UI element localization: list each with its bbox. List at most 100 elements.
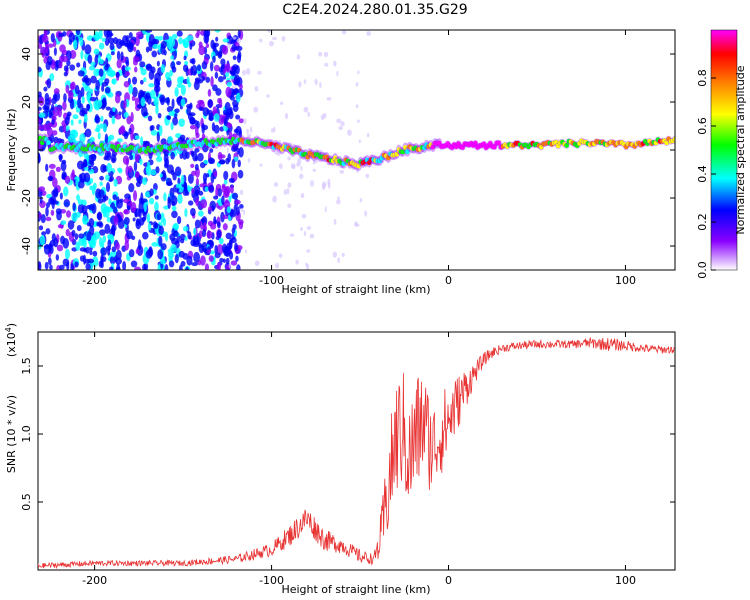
spectrogram-cell <box>111 246 117 253</box>
spectrogram-cell <box>150 89 156 100</box>
spectrogram-cell <box>104 133 109 144</box>
spectrogram-cell <box>228 131 233 140</box>
spectrogram-cell <box>83 77 90 83</box>
spectrogram-cell <box>280 101 284 105</box>
spectrogram-cell <box>199 183 205 188</box>
spectrogram-cell <box>158 35 164 41</box>
spectrogram-cell <box>186 139 191 145</box>
spectrogram-cell <box>154 201 159 212</box>
spectrogram-cell <box>235 45 243 52</box>
spectrogram-cell <box>232 55 237 61</box>
spectrogram-cell <box>233 204 237 212</box>
spectrogram-cell <box>113 178 118 187</box>
spectrogram-cell <box>354 223 360 227</box>
spectrogram-cell <box>139 61 146 68</box>
spectrogram-cell <box>231 192 239 200</box>
spectrogram-cell <box>79 255 85 262</box>
spectrogram-cell <box>216 229 222 239</box>
spectrogram-cell <box>145 165 150 173</box>
spectrogram-cell <box>203 248 208 253</box>
spectrogram-cell <box>197 152 204 162</box>
spectrogram-cell <box>180 174 185 185</box>
spectrogram-heatmap <box>38 30 675 270</box>
spectrogram-cell <box>72 138 77 146</box>
spectrogram-cell <box>215 187 219 198</box>
spectrogram-cell <box>130 111 134 123</box>
spectrogram-cell <box>229 208 235 217</box>
spectrogram-cell <box>309 233 315 239</box>
spectrogram-cell <box>176 215 182 225</box>
spectrogram-cell <box>140 68 147 76</box>
spectrogram-cell <box>170 169 175 176</box>
spectrogram-cell <box>235 125 242 136</box>
spectrogram-cell <box>307 111 310 117</box>
spectrogram-cell <box>38 261 42 270</box>
spectrogram-cell <box>333 218 337 225</box>
spectrogram-cell <box>222 258 226 264</box>
spectrogram-cell <box>90 61 96 66</box>
spectrogram-cell <box>197 99 204 105</box>
spectrogram-cell <box>213 195 219 200</box>
spectrogram-cell <box>115 242 120 251</box>
spectrogram-cell <box>244 249 248 254</box>
spectrogram-cell <box>136 31 143 38</box>
spectrogram-cell <box>58 264 65 270</box>
spectrogram-cell <box>96 221 100 227</box>
spectrogram-cell <box>157 249 164 260</box>
spectrogram-cell <box>66 210 72 218</box>
spectrogram-cell <box>198 106 204 111</box>
spectrogram-cell <box>59 142 64 148</box>
spectrogram-cell <box>303 79 307 84</box>
spectrogram-cell <box>64 248 70 260</box>
spectrogram-cell <box>209 61 214 72</box>
spectrogram-cell <box>110 154 117 164</box>
spectrogram-cell <box>210 76 214 87</box>
spectrogram-cell <box>203 33 210 44</box>
spectrogram-cell <box>67 134 75 143</box>
spectrogram-cell <box>76 225 82 232</box>
spectrogram-cell <box>187 231 192 240</box>
spectrogram-cell <box>171 200 176 207</box>
spectrogram-cell <box>212 84 218 92</box>
spectrogram-cell <box>223 170 229 181</box>
spectrogram-cell <box>126 40 131 50</box>
spectrogram-cell <box>198 230 203 239</box>
spectrogram-cell <box>232 64 239 71</box>
spectrogram-cell <box>143 77 147 82</box>
spectrogram-cell <box>351 166 355 171</box>
spectrogram-cell <box>122 260 127 270</box>
spectrogram-cell <box>212 55 216 63</box>
spectrogram-cell <box>59 138 65 144</box>
spectrogram-cell <box>341 30 347 35</box>
spectrogram-cell <box>52 177 58 188</box>
spectrogram-cell <box>237 169 244 179</box>
spectrogram-cell <box>229 95 235 101</box>
spectrogram-cell <box>386 155 391 161</box>
spectrogram-cell <box>51 97 57 105</box>
spectrogram-cell <box>63 186 69 197</box>
spectrogram-cell <box>296 147 302 153</box>
spectrogram-cell <box>237 159 241 168</box>
spectrogram-cell <box>123 132 129 140</box>
spectrogram-cell <box>133 161 138 172</box>
spectrogram-cell <box>104 86 111 94</box>
spectrogram-cell <box>88 204 95 211</box>
spectrogram-cell <box>273 126 276 133</box>
spectrogram-cell <box>220 211 225 223</box>
spectrogram-cell <box>211 205 215 212</box>
spectrogram-cell <box>300 192 305 199</box>
spectrogram-cell <box>238 146 244 158</box>
spectrogram-cell <box>229 251 234 260</box>
spectrogram-cell <box>176 61 181 66</box>
spectrogram-cell <box>278 253 283 259</box>
spectrogram-cell <box>191 57 196 65</box>
spectrogram-cell <box>79 133 86 144</box>
spectrogram-cell <box>217 221 221 229</box>
spectrogram-cell <box>135 181 141 188</box>
spectrogram-cell <box>105 106 111 111</box>
snr-x-ticks: -200 -100 0 100 <box>82 332 636 587</box>
spectrogram-cell <box>174 254 179 264</box>
snr-x-tick-label: -100 <box>259 574 284 587</box>
spectrogram-cell <box>170 244 177 253</box>
spectrogram-cell <box>188 143 194 149</box>
